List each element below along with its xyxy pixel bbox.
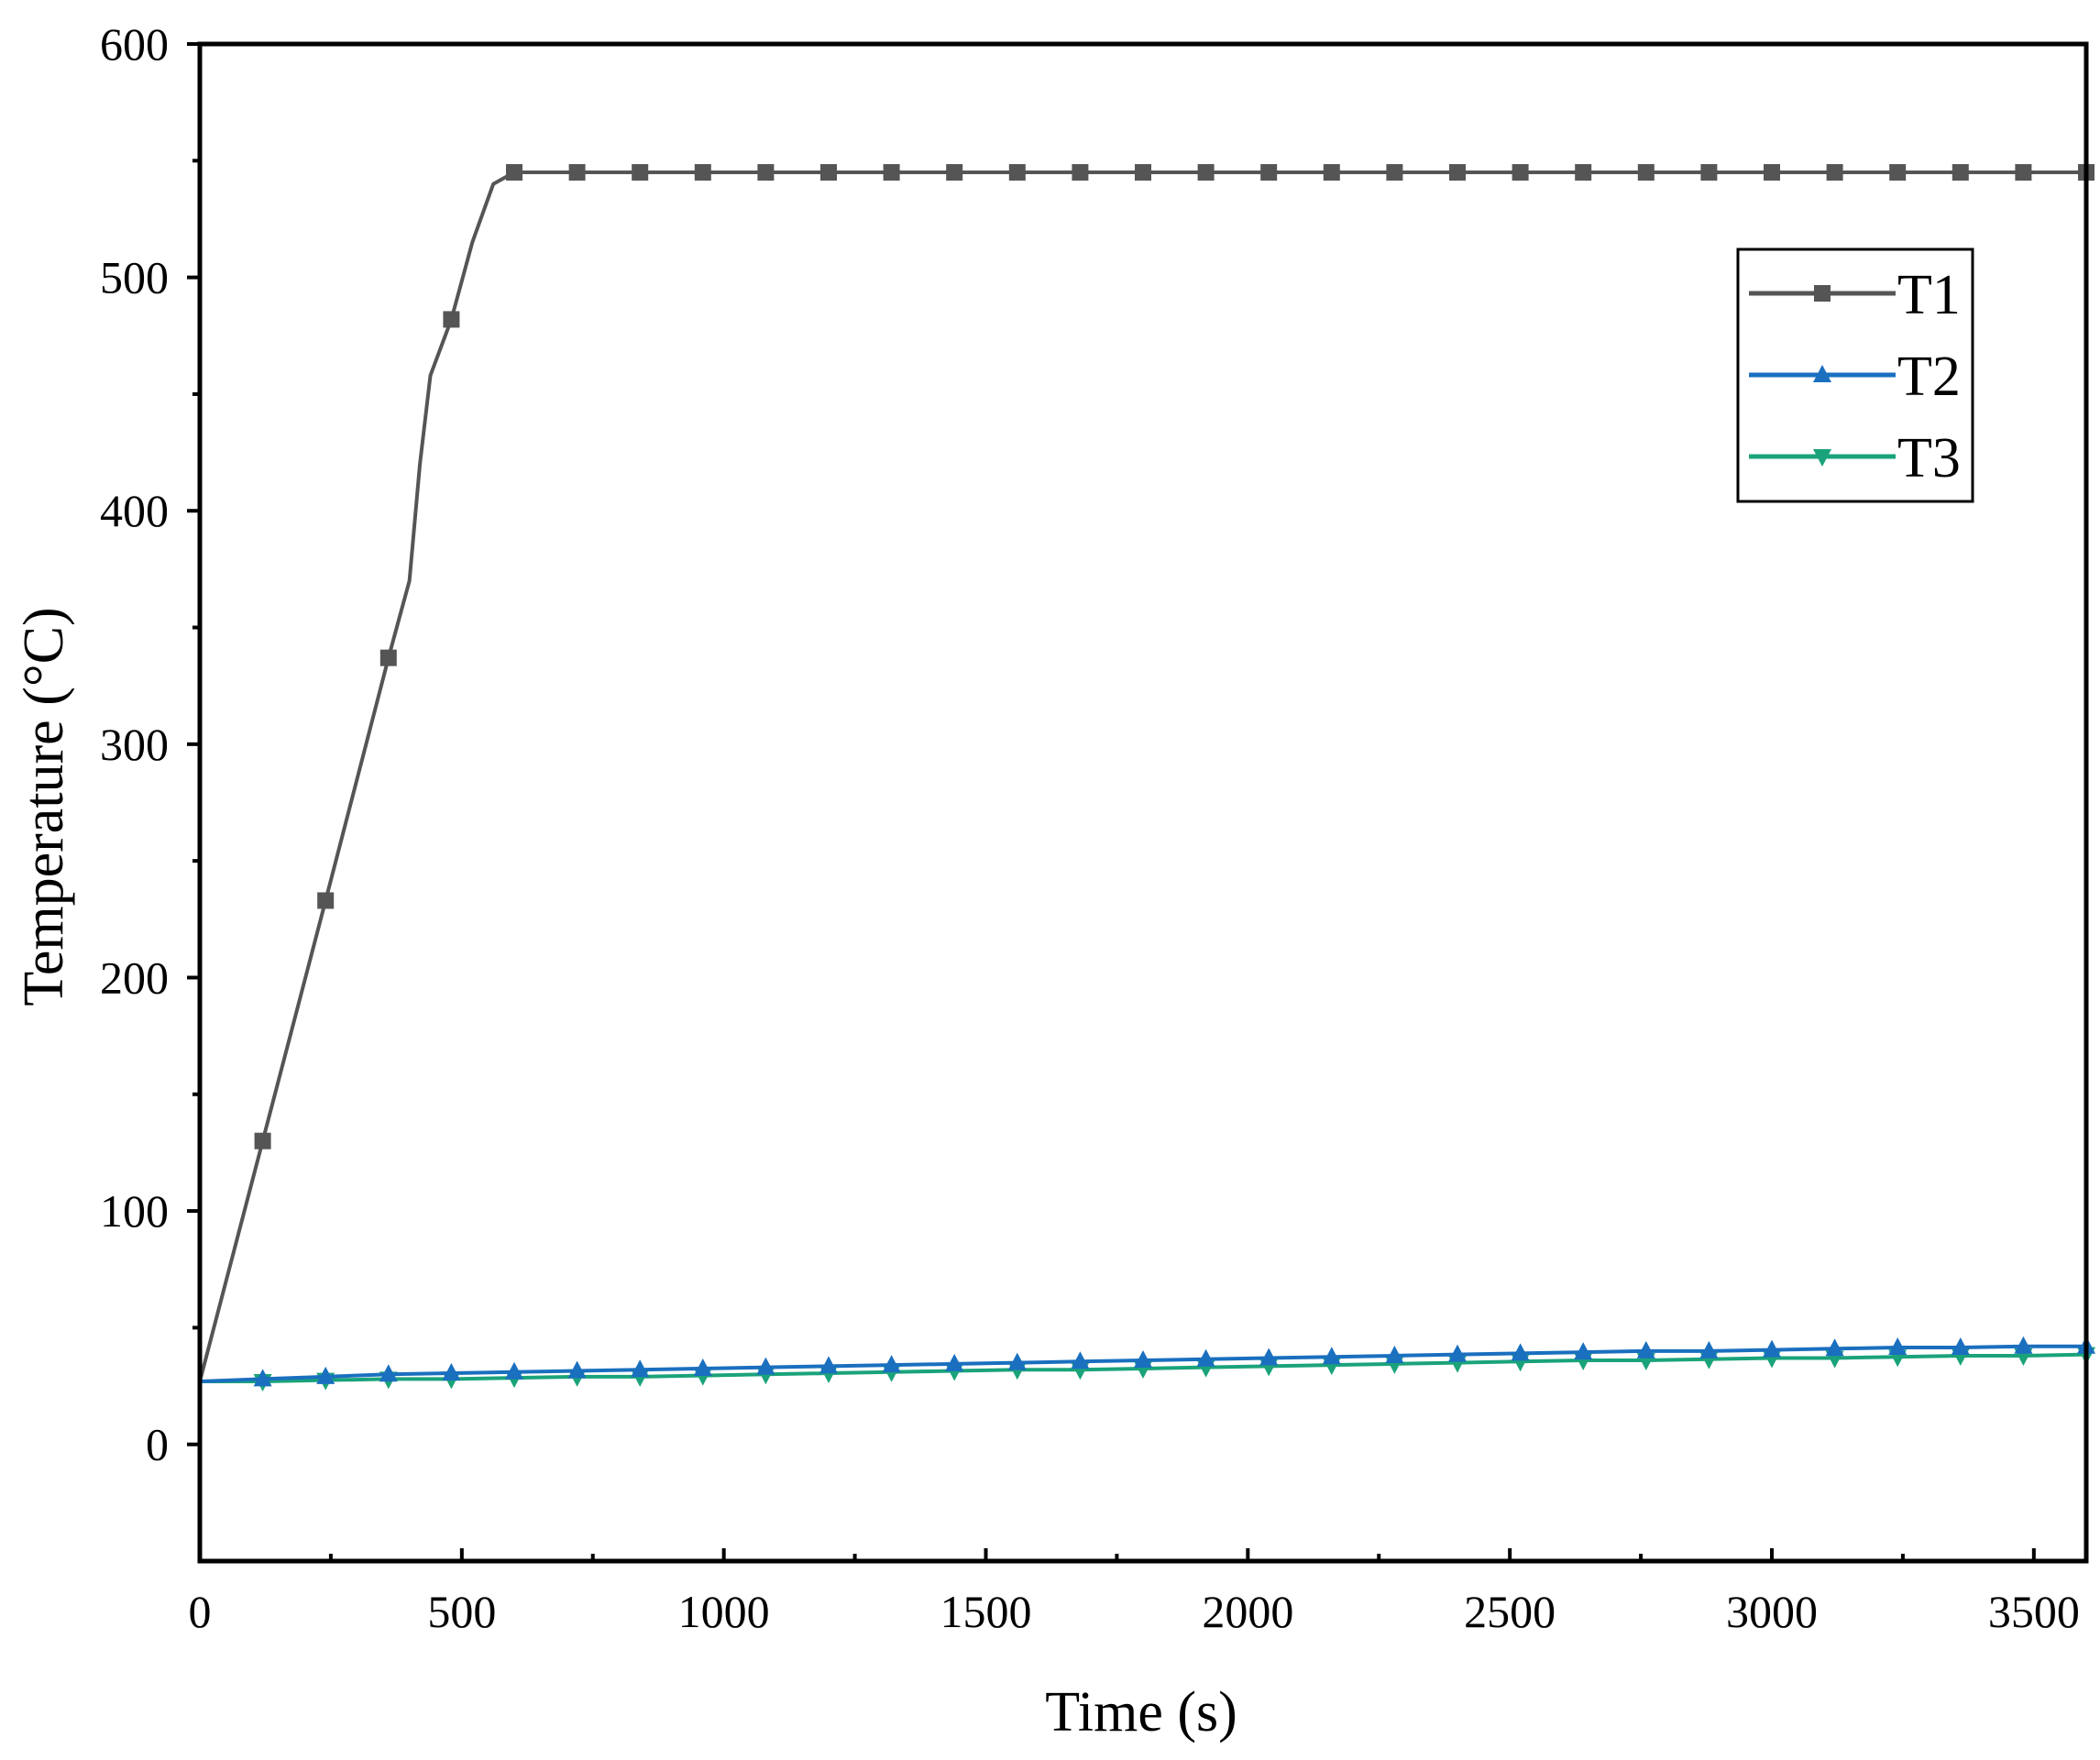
x-axis-title: Time (s) xyxy=(1045,1681,1237,1744)
data-point-T1 xyxy=(1575,164,1592,182)
x-tick-label: 500 xyxy=(427,1586,496,1637)
data-point-T2 xyxy=(505,1361,523,1380)
data-point-T1 xyxy=(2015,164,2032,182)
data-point-T2 xyxy=(1196,1348,1215,1367)
data-point-T1 xyxy=(1952,164,1969,182)
data-point-T2 xyxy=(253,1369,272,1387)
y-tick-label: 500 xyxy=(100,252,169,303)
data-point-T2 xyxy=(1448,1344,1467,1362)
data-point-T1 xyxy=(1386,164,1403,182)
x-tick-label: 1500 xyxy=(940,1586,1032,1637)
data-point-T1 xyxy=(1449,164,1466,182)
legend-item-T3: T3 xyxy=(1749,427,1961,490)
data-point-T1 xyxy=(632,164,649,182)
data-point-T2 xyxy=(1825,1338,1844,1357)
x-tick-label: 2500 xyxy=(1464,1586,1556,1637)
data-point-T1 xyxy=(1135,164,1151,182)
data-point-T2 xyxy=(1574,1342,1593,1360)
data-point-T1 xyxy=(946,164,963,182)
data-point-T1 xyxy=(1260,164,1278,182)
series-T2 xyxy=(199,1336,2095,1387)
data-point-T2 xyxy=(316,1366,335,1384)
legend-item-T1: T1 xyxy=(1749,264,1961,326)
data-point-T1 xyxy=(757,164,775,182)
plot-area xyxy=(198,164,2095,1392)
data-point-T2 xyxy=(1259,1348,1279,1366)
data-point-T1 xyxy=(317,892,335,909)
data-point-T1 xyxy=(506,164,522,182)
legend-swatch-marker xyxy=(1814,285,1831,302)
y-tick-label: 300 xyxy=(100,719,169,770)
y-tick-label: 0 xyxy=(146,1419,169,1470)
legend-label: T3 xyxy=(1897,427,1961,490)
series-T1 xyxy=(198,164,2095,1382)
data-point-T1 xyxy=(1512,164,1529,182)
data-point-T2 xyxy=(1699,1340,1719,1358)
data-point-T1 xyxy=(1197,164,1215,182)
legend: T1 T2 T3 xyxy=(1736,248,1974,503)
data-point-T1 xyxy=(1008,164,1026,182)
data-point-T2 xyxy=(1385,1345,1404,1363)
plot-frame xyxy=(197,41,2089,1564)
data-point-T1 xyxy=(1072,164,1089,182)
legend-swatch-marker xyxy=(1813,449,1831,467)
data-point-T1 xyxy=(694,164,711,182)
data-point-T2 xyxy=(1888,1337,1908,1356)
data-point-T2 xyxy=(1951,1337,1970,1356)
data-point-T1 xyxy=(379,649,397,666)
x-tick-label: 2000 xyxy=(1202,1586,1293,1637)
data-point-T1 xyxy=(1323,164,1340,182)
data-point-T2 xyxy=(1134,1350,1152,1369)
legend-swatch-marker xyxy=(1813,365,1831,382)
data-point-T2 xyxy=(1322,1347,1341,1365)
data-point-T2 xyxy=(567,1360,587,1379)
data-point-T1 xyxy=(1700,164,1718,182)
data-point-T1 xyxy=(820,164,837,182)
y-tick-label: 400 xyxy=(100,485,169,536)
data-point-T2 xyxy=(1071,1351,1090,1370)
data-point-T2 xyxy=(1511,1343,1530,1361)
data-point-T1 xyxy=(1637,164,1655,182)
x-tick-label: 3500 xyxy=(1988,1586,2080,1637)
x-tick-label: 1000 xyxy=(678,1586,770,1637)
data-point-T1 xyxy=(254,1132,271,1150)
legend-label: T2 xyxy=(1897,346,1961,408)
data-point-T2 xyxy=(379,1364,398,1382)
x-tick-label: 0 xyxy=(189,1586,212,1637)
data-point-T2 xyxy=(693,1358,712,1376)
y-axis-title: Temperature (°C) xyxy=(13,607,75,1006)
legend-item-T2: T2 xyxy=(1749,346,1961,408)
data-point-T2 xyxy=(819,1356,838,1374)
data-point-T2 xyxy=(1763,1339,1781,1358)
axes: 0 500 1000 1500 2000 2500 3000 3500 0 100 200 300 40… xyxy=(100,18,2089,1637)
data-point-T2 xyxy=(882,1355,901,1373)
data-point-T2 xyxy=(442,1363,461,1381)
y-tick-label: 100 xyxy=(100,1185,169,1237)
data-point-T2 xyxy=(945,1353,964,1371)
legend-label: T1 xyxy=(1897,264,1961,326)
data-point-T2 xyxy=(631,1359,650,1378)
data-point-T2 xyxy=(756,1357,775,1375)
data-point-T2 xyxy=(1007,1352,1027,1370)
x-tick-label: 3000 xyxy=(1726,1586,1818,1637)
data-point-T2 xyxy=(1636,1340,1655,1358)
data-point-T1 xyxy=(443,311,460,328)
y-tick-label: 600 xyxy=(100,18,169,70)
data-point-T1 xyxy=(1764,164,1780,182)
data-point-T2 xyxy=(2014,1336,2033,1354)
data-point-T1 xyxy=(1826,164,1843,182)
data-point-T1 xyxy=(883,164,900,182)
data-point-T1 xyxy=(568,164,586,182)
data-point-T1 xyxy=(1889,164,1907,182)
y-tick-label: 200 xyxy=(100,952,169,1003)
series-line-T1 xyxy=(198,170,2086,1382)
